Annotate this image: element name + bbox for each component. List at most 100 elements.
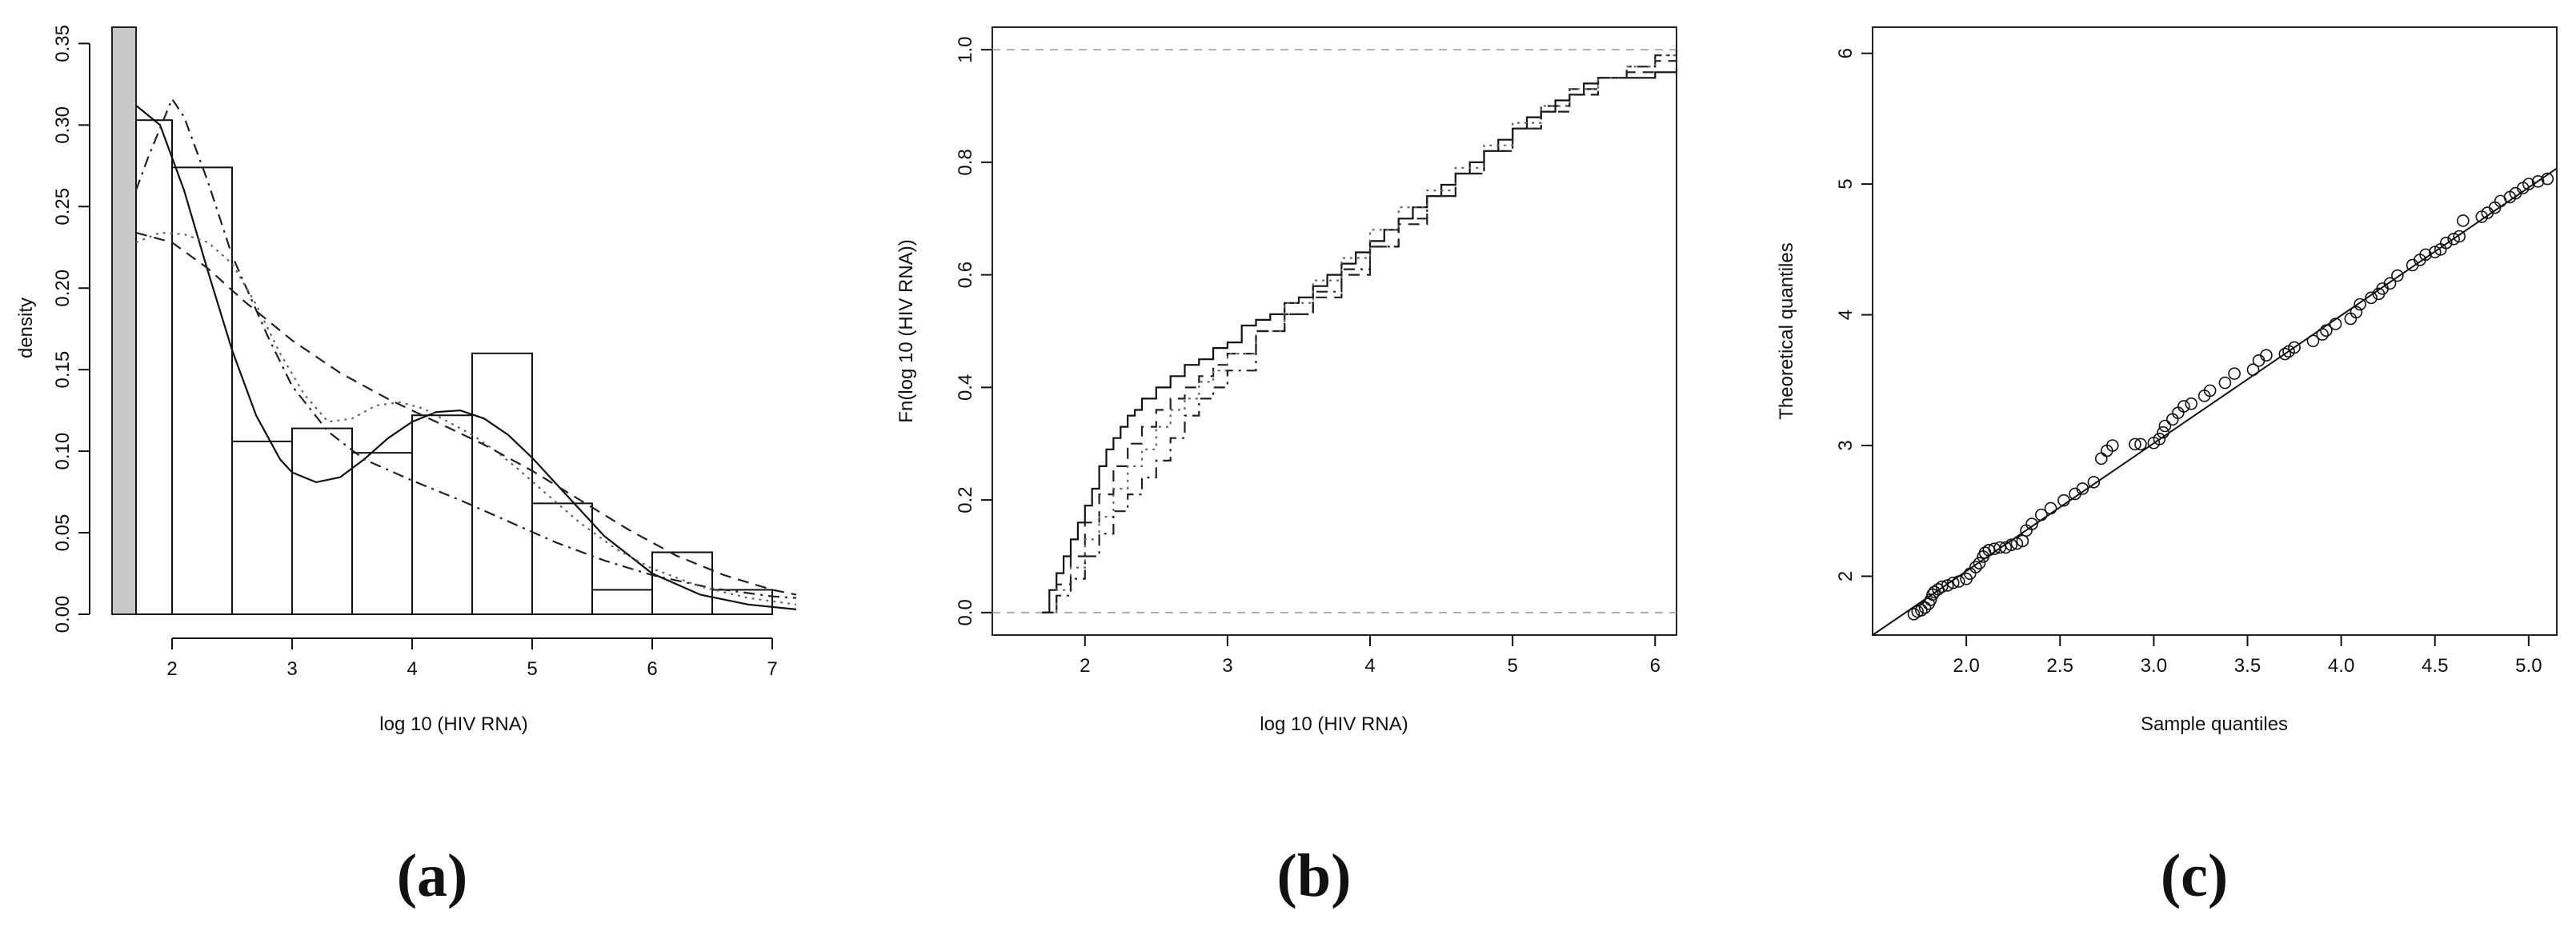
panel-a-marks [111,26,797,616]
y-tick-label: 0.4 [955,374,976,401]
x-tick-label: 3.0 [2141,655,2167,677]
qq-point [2391,269,2404,282]
qq-point [2035,508,2048,521]
histogram-bar [411,414,473,615]
qq-point [1946,576,1960,589]
qq-point [2157,426,2169,439]
qq-point [2383,277,2397,290]
histogram-bar [711,589,773,616]
histogram-bar [171,166,233,616]
qq-point [2228,367,2241,380]
y-tick-label: 2 [1835,571,1857,581]
panel-c-label: (c) [2161,842,2228,909]
y-tick-label: 0.25 [52,188,74,226]
panel-c-y-axis-title: Theoretical quantiles [1776,242,1797,419]
qq-point [2365,291,2378,305]
qq-point [2025,517,2038,530]
panel-c-marks [1872,167,2558,636]
panel-b-ecdf: 2 3 4 5 6 0.0 0.2 0.4 0.6 0.8 1.0 log 10 (HIV RNA)… [895,26,1678,909]
x-tick-label: 3 [1222,655,1232,677]
x-tick-label: 3.5 [2234,655,2261,677]
qq-point [2278,347,2292,361]
qq-point [2522,178,2535,190]
x-tick-label: 5 [527,658,537,680]
y-tick-label: 0.30 [52,106,74,144]
panel-b-axes: 2 3 4 5 6 0.0 0.2 0.4 0.6 0.8 1.0 [955,36,1661,677]
qq-point [2350,306,2363,319]
x-tick-label: 4.5 [2422,655,2448,677]
ecdf-series-dotted [1042,50,1678,613]
qq-point [2203,384,2217,398]
qq-point [2447,232,2460,246]
qq-point [2419,248,2432,262]
panel-c-qq-plot: 2.0 2.5 3.0 3.5 4.0 4.5 5.0 2 3 4 5 6 Sample quanti… [1776,26,2558,909]
qq-point [2177,400,2190,413]
qq-point [1969,561,1982,573]
ecdf-series-solid [1042,66,1678,613]
x-tick-label: 5 [1507,655,1517,677]
qq-point [2087,475,2101,489]
x-tick-label: 6 [1650,655,1661,677]
y-tick-label: 0.6 [955,262,976,288]
qq-point [1973,557,1986,569]
panel-a-axes: 2 3 4 5 6 7 0.00 0.05 0.10 0.15 0.20 0.25 0.30 0.35 [52,25,778,680]
histogram-bar [291,427,353,615]
panel-c-x-axis-title: Sample quantiles [2141,713,2288,735]
panel-a-histogram: 2 3 4 5 6 7 0.00 0.05 0.10 0.15 0.20 0.25 0.30 0.35 l… [15,25,797,909]
qq-point [2010,537,2024,550]
qq-point [1924,593,1937,606]
qq-point [1999,541,2013,554]
qq-point [2316,328,2329,341]
x-tick-label: 4.0 [2328,655,2354,677]
panel-a-label: (a) [397,842,468,909]
panel-c-axes: 2.0 2.5 3.0 3.5 4.0 4.5 5.0 2 3 4 5 6 [1835,48,2542,677]
ecdf-series-dashdot [1042,50,1678,613]
histogram-bar [531,502,593,615]
qq-point [2252,354,2266,367]
qq-point [2044,501,2057,515]
y-tick-label: 0.2 [955,486,976,513]
density-curve-solid [135,105,797,610]
histogram-bar [135,119,173,615]
x-tick-label: 3 [286,658,297,680]
x-tick-label: 4 [407,658,417,680]
qq-reference-line [1872,167,2558,636]
x-tick-label: 5.0 [2515,655,2542,677]
y-tick-label: 0.35 [52,25,74,62]
histogram-bar [591,589,653,616]
x-tick-label: 4 [1364,655,1375,677]
qq-point [2158,419,2172,433]
censoring-band [111,26,137,615]
y-tick-label: 0.8 [955,149,976,175]
qq-point [2320,324,2333,337]
qq-point [1915,604,1928,617]
qq-point [2246,363,2260,377]
qq-point [2439,236,2453,250]
qq-point [2531,175,2545,188]
panel-b-plot-box [992,26,1677,636]
y-tick-label: 0.05 [52,514,74,552]
qq-point [2076,482,2089,495]
y-tick-label: 0.0 [955,599,976,625]
qq-point [1935,580,1949,593]
y-tick-label: 5 [1835,178,1857,189]
qq-point [2153,433,2166,446]
qq-point [1952,575,1965,588]
panel-b-y-axis-title: Fn(log 10 (HIV RNA)) [895,239,917,422]
x-tick-label: 6 [647,658,657,680]
qq-point [2453,230,2466,243]
qq-point [2218,376,2232,390]
y-tick-label: 0.10 [52,433,74,470]
y-tick-label: 0.15 [52,351,74,389]
qq-point [2129,438,2141,451]
panel-b-marks [992,49,1678,613]
density-curve-dashed [135,231,797,596]
y-tick-label: 1.0 [955,36,976,62]
density-curve-dashdot [134,97,797,599]
panel-a-x-axis-title: log 10 (HIV RNA) [379,713,527,735]
x-tick-label: 2 [1080,655,1090,677]
x-tick-label: 2.5 [2047,655,2073,677]
y-tick-label: 4 [1835,310,1857,320]
y-tick-label: 0.20 [52,270,74,307]
